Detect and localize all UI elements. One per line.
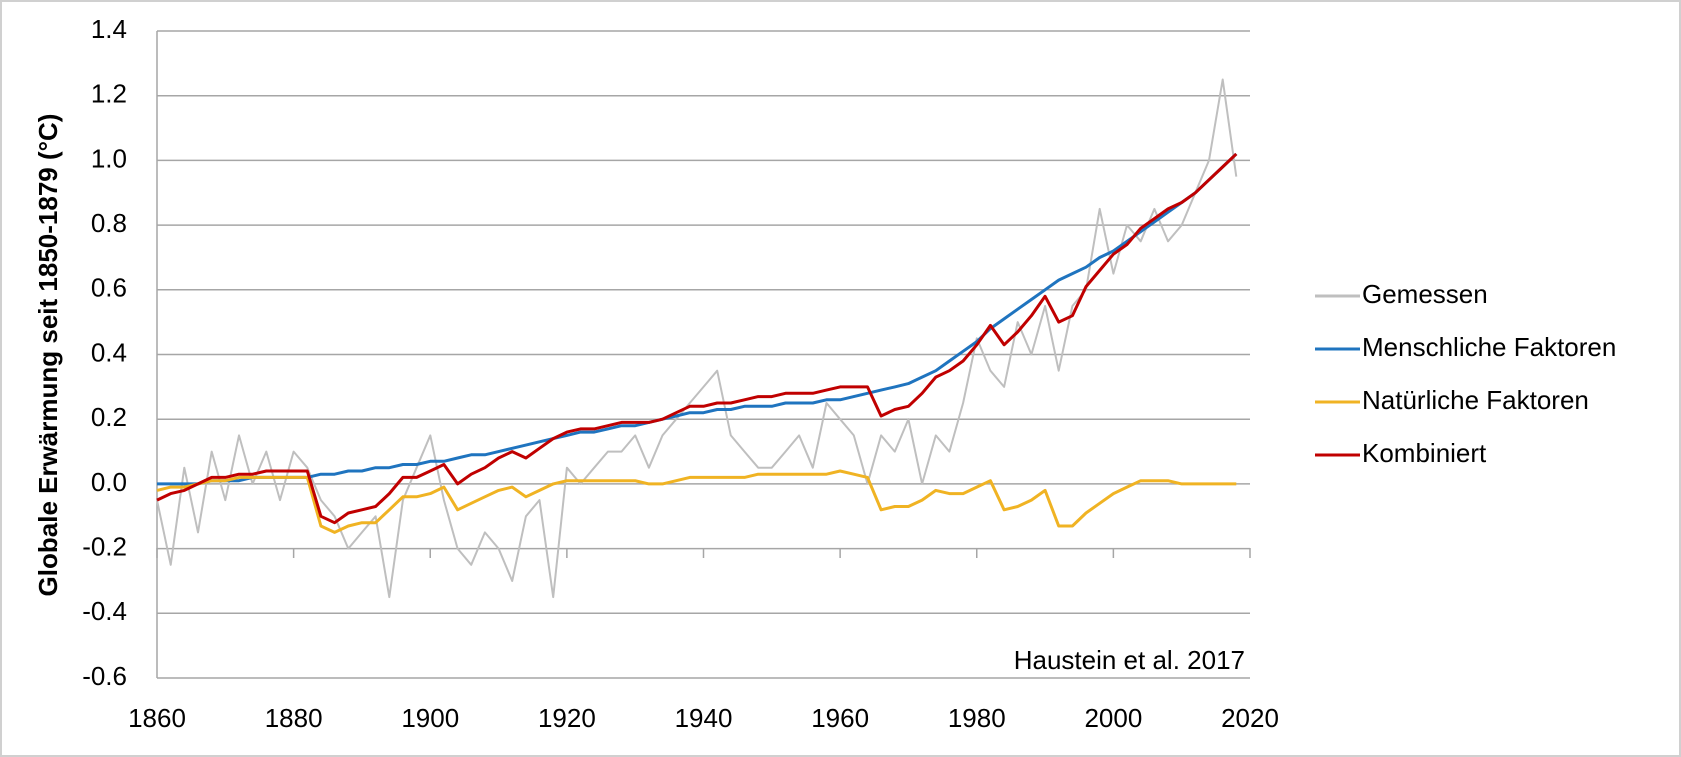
x-tick-label: 1980 xyxy=(948,703,1006,733)
y-tick-label: 0.6 xyxy=(91,273,127,303)
x-tick-label: 1860 xyxy=(128,703,186,733)
y-tick-label: -0.2 xyxy=(82,531,127,561)
y-axis-label: Globale Erwärmung seit 1850-1879 (°C) xyxy=(33,114,63,597)
series-line xyxy=(156,469,1237,534)
x-tick-label: 1900 xyxy=(401,703,459,733)
legend-label: Gemessen xyxy=(1362,279,1488,309)
y-tick-label: 0.2 xyxy=(91,402,127,432)
y-tick-label: 0.0 xyxy=(91,467,127,497)
legend-label: Kombiniert xyxy=(1362,438,1487,468)
y-tick-label: 1.2 xyxy=(91,79,127,109)
y-tick-label: -0.6 xyxy=(82,661,127,691)
series-line xyxy=(156,152,1238,525)
x-tick-label: 1920 xyxy=(538,703,596,733)
annotation: Haustein et al. 2017 xyxy=(1014,645,1245,675)
legend-label: Menschliche Faktoren xyxy=(1362,332,1616,362)
x-tick-label: 1940 xyxy=(675,703,733,733)
x-tick-label: 2020 xyxy=(1221,703,1279,733)
y-tick-label: 1.0 xyxy=(91,143,127,173)
x-tick-label: 1880 xyxy=(265,703,323,733)
x-tick-label: 2000 xyxy=(1084,703,1142,733)
y-tick-label: 0.4 xyxy=(91,337,127,367)
legend-label: Natürliche Faktoren xyxy=(1362,385,1589,415)
x-tick-label: 1960 xyxy=(811,703,869,733)
y-tick-label: 0.8 xyxy=(91,208,127,238)
y-tick-label: -0.4 xyxy=(82,596,127,626)
y-tick-label: 1.4 xyxy=(91,14,127,44)
series-line xyxy=(157,152,1238,486)
